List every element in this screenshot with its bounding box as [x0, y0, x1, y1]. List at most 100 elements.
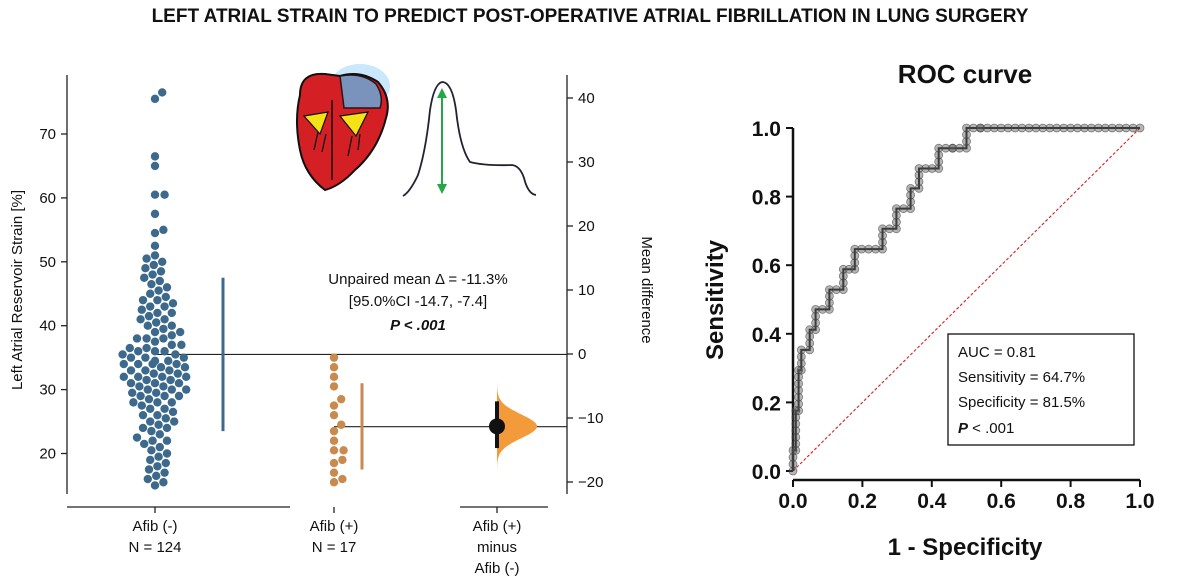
group-n-afib-neg: N = 124 — [129, 539, 182, 556]
data-point-afib-pos — [329, 436, 339, 445]
data-point-afib-neg — [153, 295, 162, 305]
group-label-afib-pos: Afib (+) — [310, 518, 359, 535]
roc-point — [934, 157, 944, 167]
roc-point — [1059, 123, 1069, 133]
roc-point — [838, 271, 848, 281]
roc-x-tick-label: 0.8 — [1056, 490, 1086, 513]
roc-point — [1052, 123, 1062, 133]
data-point-afib-neg — [150, 356, 160, 366]
roc-point — [825, 291, 834, 301]
roc-point — [878, 224, 887, 234]
right-y-tick-label: 20 — [578, 218, 595, 235]
data-point-afib-neg — [164, 356, 173, 366]
roc-y-tick-label: 0.6 — [752, 255, 781, 278]
data-point-afib-neg — [159, 324, 168, 334]
roc-point — [794, 406, 803, 416]
roc-x-tick-label: 0.2 — [848, 490, 877, 513]
roc-specificity: Specificity = 81.5% — [958, 394, 1085, 411]
data-point-afib-neg — [158, 88, 167, 97]
roc-point — [976, 123, 985, 133]
data-point-afib-neg — [168, 299, 178, 308]
data-point-afib-pos — [329, 478, 339, 487]
data-point-afib-neg — [152, 318, 161, 327]
data-point-afib-neg — [154, 420, 163, 429]
roc-point — [1121, 123, 1131, 133]
roc-y-tick-label: 0.2 — [752, 392, 781, 415]
roc-point — [955, 143, 964, 153]
right-y-label: Mean difference — [638, 236, 655, 343]
data-point-afib-neg — [140, 439, 149, 449]
roc-point — [825, 285, 834, 295]
data-point-afib-neg — [137, 401, 146, 410]
data-point-afib-neg — [182, 385, 191, 394]
roc-point — [825, 298, 834, 308]
roc-point — [838, 278, 848, 288]
data-point-afib-pos — [329, 353, 339, 362]
data-point-afib-neg — [165, 366, 174, 375]
roc-p: P < .001 — [958, 420, 1014, 437]
data-point-afib-neg — [154, 452, 163, 461]
right-y-tick-label: 0 — [578, 346, 586, 363]
roc-point — [1024, 123, 1034, 133]
data-point-afib-neg — [134, 359, 143, 369]
roc-point — [794, 392, 803, 402]
data-point-afib-neg — [149, 260, 158, 270]
right-y-tick-label: 30 — [578, 154, 595, 171]
roc-point — [892, 204, 901, 214]
data-point-afib-neg — [179, 353, 188, 362]
roc-point — [832, 285, 841, 295]
data-point-afib-neg — [158, 257, 167, 266]
roc-title: ROC curve — [898, 59, 1032, 89]
data-point-afib-pos — [337, 420, 346, 429]
annotation-p: P < .001 — [390, 317, 446, 334]
data-point-afib-neg — [138, 295, 148, 305]
annotation-mean-diff: Unpaired mean Δ = -11.3% — [328, 271, 507, 288]
roc-point — [1010, 123, 1020, 133]
data-point-afib-neg — [153, 410, 162, 420]
data-point-afib-neg — [134, 372, 143, 382]
roc-point — [1003, 123, 1013, 133]
data-point-afib-neg — [162, 449, 172, 458]
data-point-afib-neg — [150, 251, 160, 260]
data-point-afib-neg — [150, 152, 160, 161]
data-point-afib-neg — [138, 423, 148, 433]
roc-point — [962, 123, 971, 133]
roc-point — [914, 164, 924, 173]
data-point-afib-neg — [150, 337, 160, 346]
data-point-afib-neg — [144, 465, 154, 474]
roc-point — [850, 251, 860, 261]
data-point-afib-neg — [119, 372, 128, 382]
roc-point — [934, 143, 944, 153]
data-point-afib-neg — [147, 446, 156, 455]
data-point-afib-neg — [150, 94, 160, 104]
data-point-afib-neg — [160, 347, 169, 356]
data-point-afib-neg — [148, 270, 157, 279]
data-point-afib-neg — [142, 375, 151, 385]
data-point-afib-neg — [177, 340, 186, 350]
heart-illustration-icon — [296, 64, 390, 192]
roc-point — [825, 304, 834, 314]
data-point-afib-neg — [142, 343, 151, 353]
data-point-afib-pos — [329, 410, 339, 420]
data-point-afib-neg — [126, 366, 136, 375]
data-point-afib-neg — [153, 398, 162, 407]
roc-point — [927, 164, 937, 173]
roc-x-label: 1 - Specificity — [888, 534, 1043, 561]
group-label-afib-neg: Afib (-) — [133, 518, 178, 535]
roc-point — [892, 217, 901, 227]
effect-label-2: minus — [477, 539, 517, 556]
strain-waveform-icon — [402, 81, 537, 197]
roc-point — [885, 224, 894, 234]
data-point-afib-neg — [141, 263, 150, 273]
data-point-afib-neg — [146, 302, 155, 311]
data-point-afib-pos — [329, 426, 339, 436]
data-point-afib-neg — [160, 315, 169, 324]
effect-size-distribution — [497, 383, 537, 470]
data-point-afib-neg — [142, 254, 151, 263]
roc-point — [948, 143, 957, 153]
data-point-afib-neg — [150, 379, 160, 388]
data-point-afib-pos — [338, 455, 347, 465]
data-point-afib-neg — [167, 321, 176, 330]
data-point-afib-pos — [338, 474, 347, 484]
data-point-afib-neg — [170, 417, 179, 426]
